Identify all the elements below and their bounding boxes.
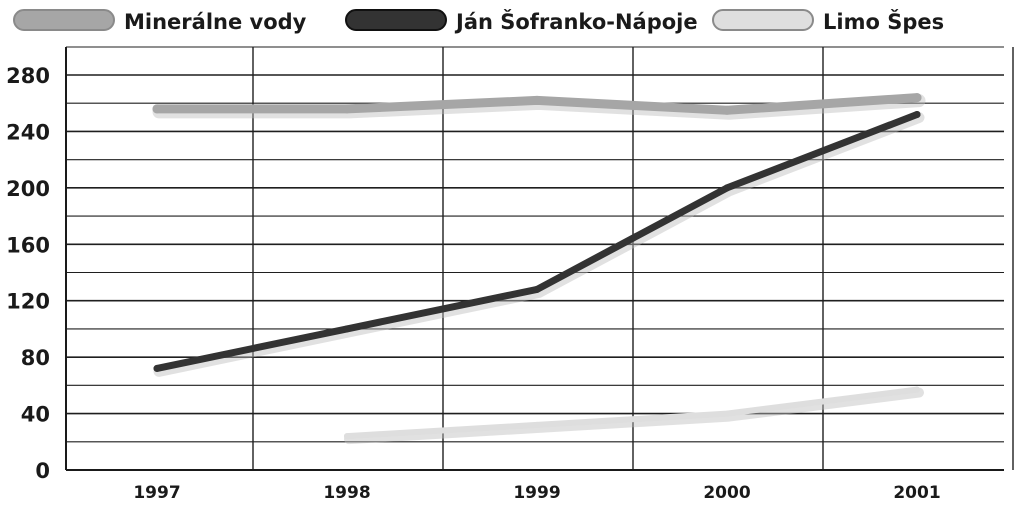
series-lines: [152, 93, 926, 445]
y-tick-label: 0: [35, 459, 50, 483]
series-line: [153, 111, 921, 372]
data-point: [723, 184, 731, 192]
series-line-shadow: [344, 387, 924, 445]
legend-item: Minerálne vody: [13, 9, 307, 34]
y-tick-label: 280: [6, 64, 50, 88]
legend-item: Limo Špes: [712, 9, 944, 34]
legend-swatch: [13, 9, 115, 31]
legend-swatch: [712, 9, 814, 31]
data-point: [342, 104, 352, 114]
data-point: [912, 93, 922, 103]
legend-label: Limo Špes: [823, 9, 944, 34]
x-tick-label: 1998: [323, 483, 370, 503]
data-point: [722, 105, 732, 115]
data-point: [914, 386, 920, 393]
x-tick-label: 1997: [133, 483, 180, 503]
x-tick-label: 2000: [703, 483, 750, 503]
data-point: [153, 364, 161, 372]
data-point: [724, 410, 730, 417]
data-point: [343, 325, 351, 333]
legend-label: Ján Šofranko-Nápoje: [454, 9, 698, 34]
data-point: [152, 104, 162, 114]
legend-label: Minerálne vody: [124, 10, 307, 34]
legend: Minerálne vody Ján Šofranko-Nápoje Limo Šp…: [13, 9, 944, 34]
series-line: [344, 386, 920, 440]
y-tick-label: 40: [21, 403, 50, 427]
x-tick-label: 1999: [513, 483, 560, 503]
legend-swatch: [345, 9, 447, 31]
y-tick-label: 160: [6, 233, 50, 257]
data-point: [533, 285, 541, 293]
y-tick-label: 80: [21, 346, 50, 370]
data-point: [344, 433, 350, 440]
x-axis-ticks: 1997 1998 1999 2000 2001: [133, 483, 940, 503]
y-tick-label: 120: [6, 290, 50, 314]
data-point: [532, 95, 542, 105]
data-point: [534, 421, 540, 428]
x-tick-label: 2001: [893, 483, 940, 503]
data-point: [913, 111, 921, 118]
legend-item: Ján Šofranko-Nápoje: [345, 9, 698, 34]
y-tick-label: 240: [6, 120, 50, 144]
y-tick-label: 200: [6, 177, 50, 201]
y-axis-ticks: 0 40 80 120 160 200 240 280: [6, 64, 50, 483]
